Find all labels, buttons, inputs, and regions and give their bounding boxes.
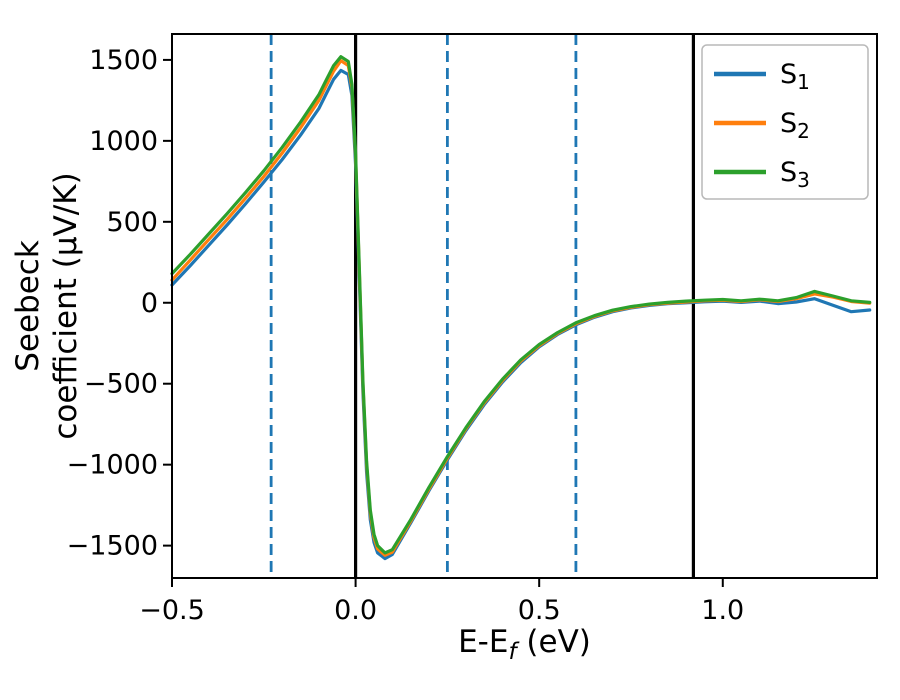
x-tick-label: 0.5 <box>518 595 561 626</box>
y-tick-label: 0 <box>141 288 158 319</box>
y-tick-label: −1500 <box>67 531 158 562</box>
y-axis-label-line2: coefficient (μV/K) <box>48 172 84 439</box>
y-tick-label: −500 <box>84 369 158 400</box>
legend-label-2: S2 <box>780 108 810 143</box>
y-tick-label: 1000 <box>89 126 158 157</box>
x-tick-label: 0.0 <box>334 595 377 626</box>
y-tick-label: −1000 <box>67 450 158 481</box>
legend-label-3: S3 <box>780 157 810 192</box>
y-tick-label: 1500 <box>89 45 158 76</box>
x-axis-label: E-Ef (eV) <box>458 624 591 665</box>
plot-frame <box>171 33 878 579</box>
y-axis-label-line1: Seebeck <box>10 240 46 372</box>
y-tick-label: 500 <box>106 207 158 238</box>
series-line-s3 <box>170 55 872 555</box>
legend-label-1: S1 <box>780 59 810 94</box>
x-tick-label: −0.5 <box>139 595 205 626</box>
x-tick-label: 1.0 <box>701 595 744 626</box>
legend-box <box>701 44 869 200</box>
